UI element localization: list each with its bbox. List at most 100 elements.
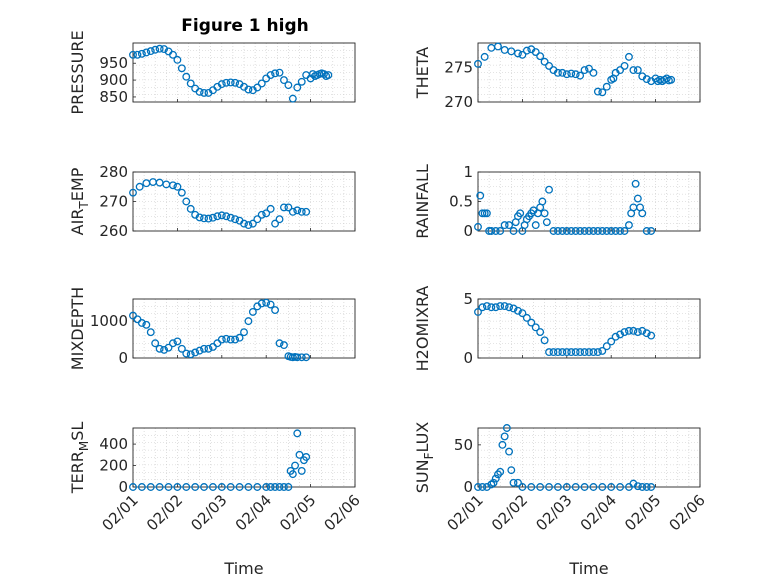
x-axis-label: Time [568,559,608,578]
data-point [195,87,204,96]
data-point [540,336,549,345]
data-point [129,483,137,491]
data-point [580,348,589,357]
data-point [302,71,311,79]
x-tick-label: 02/03 [187,491,230,534]
data-point [293,83,302,92]
x-tick-label: 02/06 [666,491,709,534]
data-point [625,326,633,335]
x-tick-label: 02/02 [488,491,531,534]
data-point [173,337,182,346]
y-tick-label: 1 [463,163,473,181]
data-point [129,50,137,59]
y-axis-label: AIRTEMP [68,167,91,235]
data-point [226,78,235,87]
data-point [164,343,173,352]
data-point [266,71,275,79]
y-tick-label: 0 [118,478,128,496]
data-point [549,348,558,357]
data-point [505,447,514,456]
data-point [540,209,549,218]
data-point [642,329,651,338]
data-point [576,227,585,235]
data-point [553,68,562,77]
data-point [489,478,498,487]
x-tick-label: 02/02 [143,491,186,534]
data-point [518,50,527,59]
x-tick-label: 02/04 [577,491,620,534]
data-point [540,57,549,66]
data-point [474,308,482,316]
data-point [558,348,567,357]
figure-title: Figure 1 high [181,16,309,36]
data-point [169,339,177,348]
data-point [478,303,487,312]
data-point [217,211,226,220]
data-point [602,342,611,351]
data-point [585,348,593,357]
data-point [297,353,306,362]
data-point [160,45,169,54]
x-tick-label: 02/01 [444,491,487,534]
axes-box [477,42,701,103]
data-point [616,330,625,339]
data-point [275,68,284,77]
data-point [545,185,553,194]
data-point [480,52,489,61]
data-point [155,483,164,491]
data-point [302,453,311,461]
data-point [538,197,547,206]
data-point [642,483,651,491]
data-point [257,299,266,308]
data-point [182,483,191,491]
data-point [536,328,545,336]
data-point [271,219,280,228]
data-point [244,221,253,230]
data-point [155,44,164,53]
data-point [217,80,226,89]
data-point [545,483,553,491]
y-axis-label: THETA [413,47,432,99]
data-point [487,480,496,489]
y-tick-label: 0 [463,222,473,240]
data-point [474,59,482,68]
data-point [151,45,160,54]
data-point [231,215,240,224]
data-point [262,483,271,491]
data-point [324,71,333,79]
data-point [284,81,293,90]
data-point [531,221,540,230]
data-point [527,318,536,327]
data-point [589,348,598,357]
subplot-terr-msl: 0 200 400 TERRMSL 02/01 02/02 02/03 02/04 02/05 0… [68,422,364,578]
y-axis-label: H2OMIXRA [413,286,432,372]
data-point [633,482,642,491]
data-point [620,61,629,70]
data-point [593,348,602,357]
data-point [186,204,195,213]
data-point [553,348,562,357]
data-point [562,348,571,357]
data-point [531,323,540,332]
data-point [567,348,576,357]
data-point [137,483,146,491]
data-point [567,227,576,235]
y-tick-label: 850 [99,88,128,106]
data-point [319,70,328,78]
data-point [507,466,516,475]
data-point [480,209,489,218]
data-point [516,209,525,218]
data-point [633,66,642,75]
data-point [169,50,177,59]
data-point [522,313,531,322]
data-point [536,483,545,491]
data-point [589,68,598,77]
data-point [217,335,226,344]
data-point [257,79,266,88]
data-point [253,215,262,224]
data-point [531,48,540,56]
data-point [231,335,240,344]
data-point [155,344,164,353]
data-point [494,42,502,51]
data-point [244,85,253,94]
